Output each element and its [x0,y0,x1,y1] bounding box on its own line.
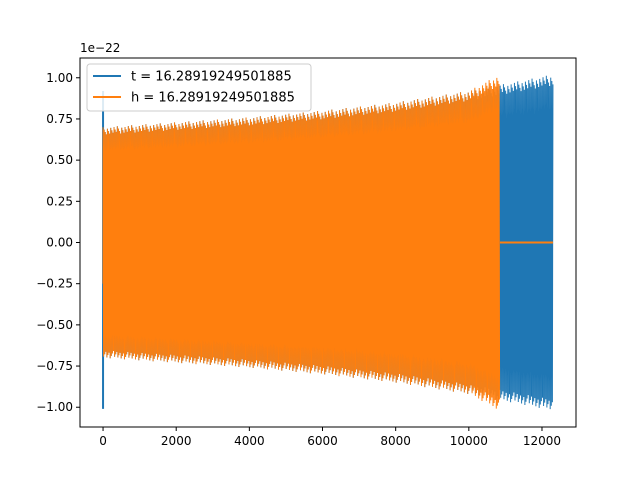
y-tick-label: 0.75 [46,112,73,126]
x-tick-label: 12000 [523,434,561,448]
y-tick-label: −0.50 [36,318,73,332]
x-tick-label: 6000 [307,434,338,448]
y-tick-label: 0.50 [46,153,73,167]
series-layer [102,75,554,410]
y-offset-label: 1e−22 [80,41,120,55]
legend-label-h: h = 16.28919249501885 [131,91,295,106]
y-tick-label: 0.25 [46,194,73,208]
y-tick-label: 0.00 [46,236,73,250]
x-tick-label: 0 [99,434,107,448]
legend-box [86,63,312,112]
series-line-h [102,77,501,409]
y-tick-label: 1.00 [46,71,73,85]
y-axis: 1.00 0.75 0.50 0.25 0.00 −0.25 −0.50 −0.75 −1.00 [36,71,80,414]
x-tick-label: 8000 [380,434,411,448]
x-tick-label: 2000 [161,434,192,448]
y-tick-label: −1.00 [36,400,73,414]
legend: t = 16.28919249501885 h = 16.28919249501… [86,63,312,112]
x-tick-label: 4000 [234,434,265,448]
y-tick-label: −0.25 [36,277,73,291]
x-axis: 0 2000 4000 6000 8000 10000 12000 [99,427,561,448]
x-tick-label: 10000 [450,434,488,448]
legend-label-t: t = 16.28919249501885 [131,70,292,85]
series-h [102,77,553,409]
y-tick-label: −0.75 [36,359,73,373]
